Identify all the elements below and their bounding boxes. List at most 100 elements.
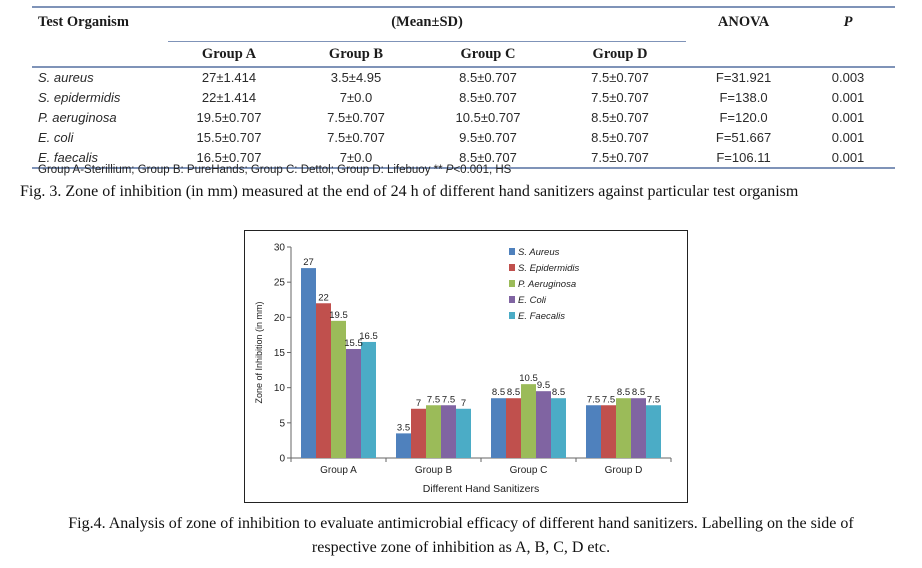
y-tick-label: 5 — [279, 418, 285, 429]
data-label: 10.5 — [519, 373, 538, 384]
results-table: Test Organism (Mean±SD) ANOVA P Group A … — [32, 6, 896, 169]
table-subheader-row: Group A Group B Group C Group D — [32, 42, 896, 67]
data-label: 8.5 — [492, 387, 505, 398]
cell-group-d: 8.5±0.707 — [591, 109, 649, 125]
data-label: 7.5 — [442, 394, 455, 405]
header-p: P — [843, 14, 853, 30]
fig4-caption-line1: Fig.4. Analysis of zone of inhibition to… — [68, 515, 854, 532]
cell-p: 0.001 — [831, 129, 865, 145]
table-header-row: Test Organism (Mean±SD) ANOVA P — [32, 7, 896, 42]
cell-group-c: 8.5±0.707 — [459, 149, 517, 165]
x-category-label: Group A — [320, 465, 357, 476]
data-label: 3.5 — [397, 422, 410, 433]
data-label: 7.5 — [647, 394, 660, 405]
bar — [521, 384, 536, 458]
cell-group-c: 8.5±0.707 — [459, 70, 517, 86]
legend-swatch — [509, 264, 515, 271]
y-tick-label: 30 — [274, 243, 286, 254]
cell-group-c: 10.5±0.707 — [455, 109, 521, 125]
results-table-container: Test Organism (Mean±SD) ANOVA P Group A … — [32, 6, 896, 169]
x-category-label: Group C — [510, 465, 548, 476]
bar — [646, 405, 661, 458]
table-row: S. epidermidis 22±1.414 7±0.0 8.5±0.707 … — [32, 88, 895, 108]
x-category-label: Group B — [415, 465, 453, 476]
data-label: 19.5 — [329, 310, 348, 321]
cell-anova: F=120.0 — [719, 109, 768, 125]
cell-group-c: 9.5±0.707 — [459, 129, 517, 145]
table-row: P. aeruginosa 19.5±0.707 7.5±0.707 10.5±… — [32, 108, 895, 128]
bar — [316, 303, 331, 458]
data-label: 7 — [416, 398, 421, 409]
legend-label: P. Aeruginosa — [518, 279, 576, 290]
cell-group-b: 7±0.0 — [339, 149, 373, 165]
data-label: 8.5 — [552, 387, 565, 398]
data-label: 8.5 — [632, 387, 645, 398]
bar — [426, 405, 441, 458]
bar — [361, 341, 376, 458]
chart-bars — [301, 268, 661, 458]
data-label: 15.5 — [344, 338, 363, 349]
legend-swatch — [509, 296, 515, 303]
bar — [411, 408, 426, 458]
cell-group-b: 7.5±0.707 — [327, 109, 385, 125]
cell-group-d: 7.5±0.707 — [591, 149, 649, 165]
fig4-caption: Fig.4. Analysis of zone of inhibition to… — [0, 512, 922, 560]
chart-legend: S. Aureus S. Epidermidis P. Aeruginosa E. C… — [509, 247, 579, 322]
y-tick-label: 0 — [279, 454, 285, 465]
footnote-p: P — [445, 164, 454, 176]
cell-anova: F=51.667 — [715, 129, 772, 145]
data-label: 7.5 — [587, 394, 600, 405]
bar — [601, 405, 616, 458]
data-label: 27 — [303, 257, 314, 268]
legend-label: E. Faecalis — [518, 311, 565, 322]
cell-group-a: 19.5±0.707 — [196, 109, 262, 125]
header-group-d: Group D — [592, 45, 648, 62]
y-tick-label: 20 — [274, 313, 286, 324]
header-test-organism: Test Organism — [38, 14, 129, 30]
bar — [616, 398, 631, 458]
legend-swatch — [509, 248, 515, 255]
cell-anova: F=31.921 — [715, 70, 772, 86]
fig3-caption: Fig. 3. Zone of inhibition (in mm) measu… — [20, 183, 799, 200]
cell-group-b: 3.5±4.95 — [330, 70, 382, 86]
bar — [396, 433, 411, 458]
footnote-text: Group A-Sterillium; Group B: PureHands; … — [38, 164, 446, 176]
bar — [456, 408, 471, 458]
footnote-tail: <0.001, HS — [453, 164, 512, 176]
data-label: 7.5 — [427, 394, 440, 405]
bar-chart: 0 5 10 15 20 25 30 Group A Group B Group C Group D… — [244, 230, 688, 503]
y-axis-title: Zone of Inhibition (in mm) — [254, 301, 264, 403]
cell-p: 0.003 — [831, 70, 865, 86]
table-row: E. faecalis 16.5±0.707 7±0.0 8.5±0.707 7… — [32, 147, 896, 168]
bar — [536, 391, 551, 458]
data-label: 8.5 — [617, 387, 630, 398]
table-footnote: Group A-Sterillium; Group B: PureHands; … — [38, 164, 511, 176]
y-tick-label: 25 — [274, 278, 286, 289]
cell-group-d: 7.5±0.707 — [591, 90, 649, 106]
x-category-label: Group D — [605, 465, 643, 476]
table-row: E. coli 15.5±0.707 7.5±0.707 9.5±0.707 8… — [32, 127, 895, 147]
y-tick-label: 10 — [274, 383, 286, 394]
header-group-a: Group A — [201, 45, 257, 62]
cell-organism: S. epidermidis — [38, 90, 121, 106]
cell-p: 0.001 — [831, 90, 865, 106]
cell-p: 0.001 — [831, 109, 865, 125]
cell-organism: E. coli — [38, 129, 74, 145]
cell-group-a: 15.5±0.707 — [196, 129, 262, 145]
data-label: 7.5 — [602, 394, 615, 405]
bar — [441, 405, 456, 458]
cell-p: 0.001 — [831, 149, 865, 165]
header-group-b: Group B — [328, 45, 384, 62]
y-tick-label: 15 — [274, 348, 286, 359]
bar — [586, 405, 601, 458]
bar — [301, 268, 316, 458]
cell-group-a: 16.5±0.707 — [196, 149, 262, 165]
data-label: 7 — [461, 398, 466, 409]
bar — [631, 398, 646, 458]
data-label: 8.5 — [507, 387, 520, 398]
table-row: S. aureus 27±1.414 3.5±4.95 8.5±0.707 7.… — [32, 67, 895, 88]
cell-group-a: 27±1.414 — [201, 70, 257, 86]
fig4-caption-line2: respective zone of inhibition as A, B, C… — [311, 539, 611, 556]
legend-label: S. Epidermidis — [518, 263, 579, 274]
